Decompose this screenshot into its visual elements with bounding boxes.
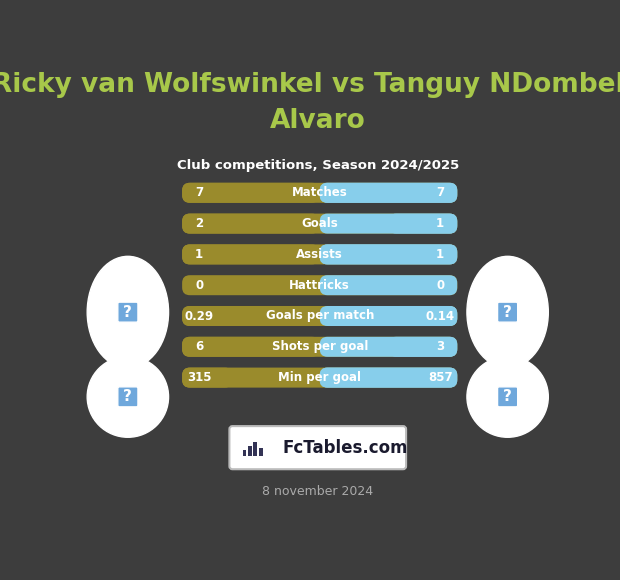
FancyBboxPatch shape [320, 368, 458, 387]
FancyBboxPatch shape [320, 368, 458, 387]
Ellipse shape [87, 256, 169, 368]
FancyBboxPatch shape [182, 368, 458, 387]
Text: Goals per match: Goals per match [265, 310, 374, 322]
FancyBboxPatch shape [389, 213, 458, 234]
Text: 7: 7 [436, 186, 445, 200]
FancyBboxPatch shape [391, 306, 458, 326]
FancyBboxPatch shape [320, 306, 458, 326]
Text: 3: 3 [436, 340, 445, 353]
Text: Hattricks: Hattricks [290, 279, 350, 292]
FancyBboxPatch shape [182, 275, 458, 295]
Text: Shots per goal: Shots per goal [272, 340, 368, 353]
Ellipse shape [467, 256, 548, 368]
Text: ?: ? [123, 304, 132, 320]
FancyBboxPatch shape [182, 213, 458, 234]
Text: 315: 315 [187, 371, 211, 384]
FancyBboxPatch shape [182, 244, 320, 264]
FancyBboxPatch shape [229, 426, 406, 469]
Text: ?: ? [503, 304, 512, 320]
Text: 8 november 2024: 8 november 2024 [262, 485, 373, 498]
Text: 857: 857 [428, 371, 453, 384]
FancyBboxPatch shape [242, 450, 247, 456]
FancyBboxPatch shape [320, 183, 458, 203]
Text: 0: 0 [195, 279, 203, 292]
FancyBboxPatch shape [118, 387, 138, 407]
FancyBboxPatch shape [182, 213, 320, 234]
Text: Ricky van Wolfswinkel vs Tanguy NDombele
Alvaro: Ricky van Wolfswinkel vs Tanguy NDombele… [0, 72, 620, 135]
FancyBboxPatch shape [182, 306, 458, 326]
FancyBboxPatch shape [389, 337, 458, 357]
FancyBboxPatch shape [118, 302, 138, 322]
FancyBboxPatch shape [497, 302, 518, 322]
Text: FcTables.com: FcTables.com [282, 438, 407, 456]
Text: ?: ? [503, 389, 512, 404]
FancyBboxPatch shape [320, 183, 458, 203]
Text: Min per goal: Min per goal [278, 371, 361, 384]
Text: 1: 1 [195, 248, 203, 261]
FancyBboxPatch shape [320, 244, 458, 264]
Text: Goals: Goals [301, 217, 338, 230]
Ellipse shape [87, 357, 169, 437]
FancyBboxPatch shape [254, 443, 257, 456]
FancyBboxPatch shape [182, 337, 320, 357]
Text: 1: 1 [436, 217, 445, 230]
Text: 2: 2 [195, 217, 203, 230]
FancyBboxPatch shape [320, 213, 458, 234]
FancyBboxPatch shape [182, 244, 458, 264]
FancyBboxPatch shape [320, 275, 458, 295]
FancyBboxPatch shape [182, 368, 232, 387]
Text: Matches: Matches [292, 186, 348, 200]
Text: Club competitions, Season 2024/2025: Club competitions, Season 2024/2025 [177, 160, 459, 172]
FancyBboxPatch shape [259, 448, 263, 456]
FancyBboxPatch shape [182, 183, 458, 203]
FancyBboxPatch shape [182, 183, 320, 203]
Text: 0.14: 0.14 [426, 310, 454, 322]
Text: ?: ? [123, 389, 132, 404]
FancyBboxPatch shape [320, 337, 458, 357]
Text: 0: 0 [436, 279, 445, 292]
Text: 6: 6 [195, 340, 203, 353]
FancyBboxPatch shape [320, 244, 458, 264]
Text: Assists: Assists [296, 248, 343, 261]
FancyBboxPatch shape [248, 446, 252, 456]
FancyBboxPatch shape [182, 337, 458, 357]
FancyBboxPatch shape [182, 306, 320, 326]
Text: 0.29: 0.29 [185, 310, 214, 322]
FancyBboxPatch shape [497, 387, 518, 407]
Text: 1: 1 [436, 248, 445, 261]
Text: 7: 7 [195, 186, 203, 200]
Ellipse shape [467, 357, 548, 437]
